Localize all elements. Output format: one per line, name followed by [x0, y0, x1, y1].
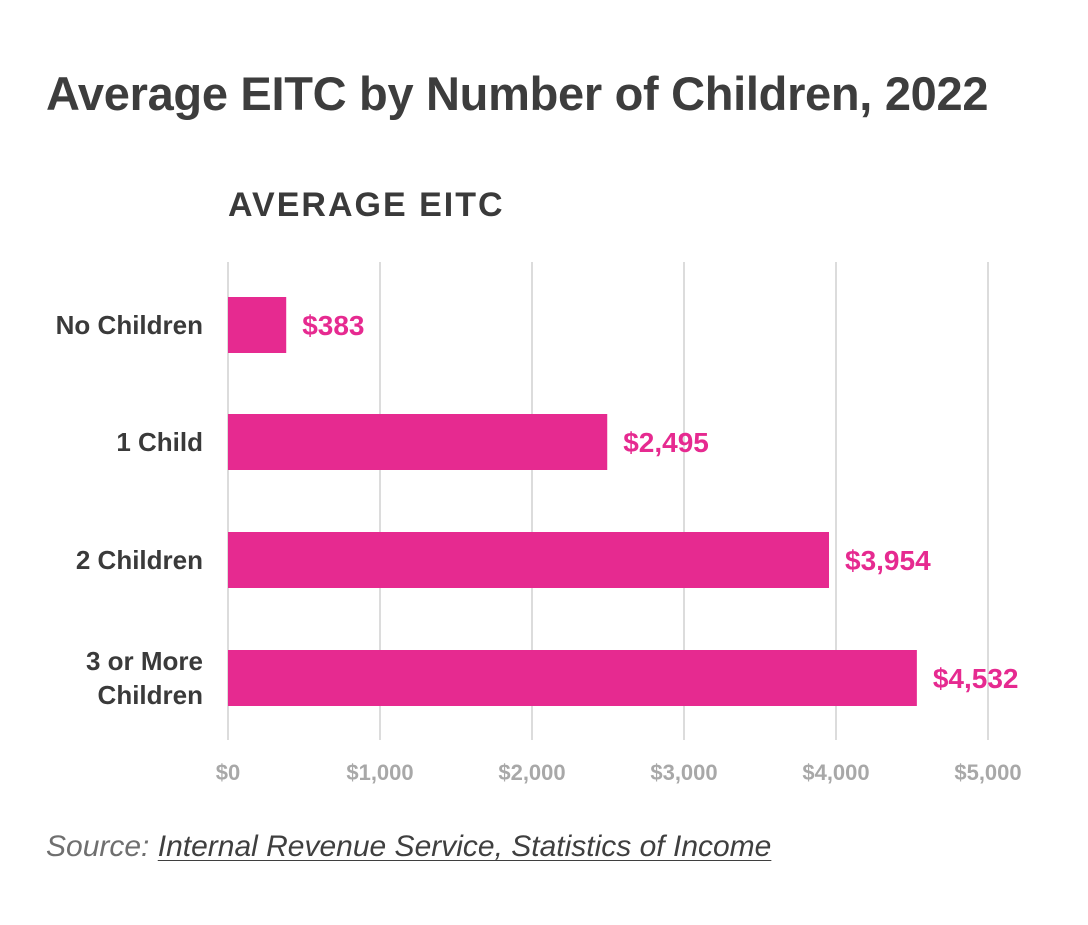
value-label-1: $2,495 [623, 427, 709, 458]
bar-2 [228, 532, 830, 588]
category-label-line: Children [98, 680, 203, 710]
category-label-0: No Children [56, 310, 203, 340]
source-link[interactable]: Internal Revenue Service, Statistics of … [157, 830, 772, 863]
x-tick-label-3: $3,000 [650, 760, 717, 785]
source-prefix: Source: [46, 830, 150, 863]
chart-subtitle: AVERAGE EITC [228, 186, 505, 224]
bar-0 [228, 297, 287, 353]
bar-3 [228, 650, 917, 706]
value-label-0: $383 [302, 310, 364, 341]
x-tick-label-0: $0 [216, 760, 240, 785]
x-tick-label-1: $1,000 [346, 760, 413, 785]
x-tick-label-2: $2,000 [498, 760, 565, 785]
category-label-2: 2 Children [76, 545, 203, 575]
value-label-2: $3,954 [845, 545, 931, 576]
category-label-3: 3 or More Children [86, 646, 203, 710]
x-tick-label-4: $4,000 [802, 760, 869, 785]
value-label-3: $4,532 [933, 663, 1019, 694]
x-tick-label-5: $5,000 [954, 760, 1021, 785]
category-label-line: 3 or More [86, 646, 203, 676]
bar-1 [228, 414, 608, 470]
category-label-1: 1 Child [116, 427, 203, 457]
category-label-line: 2 Children [76, 545, 203, 575]
chart-title: Average EITC by Number of Children, 2022 [46, 67, 989, 120]
category-label-line: No Children [56, 310, 203, 340]
source-line: Source: Internal Revenue Service, Statis… [46, 830, 771, 864]
bar-chart: AVERAGE EITC $0 $1,000 $2,000 $3,000 $4,000 $5… [56, 186, 1022, 785]
chart-area: AVERAGE EITC $0 $1,000 $2,000 $3,000 $4,000 $5… [0, 170, 1088, 800]
category-label-line: 1 Child [116, 427, 203, 457]
